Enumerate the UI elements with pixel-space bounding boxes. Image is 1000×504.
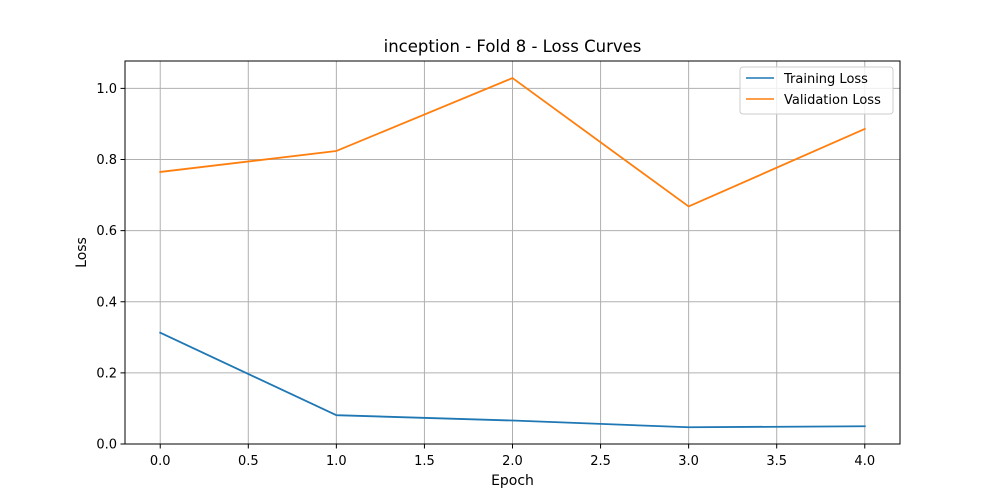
validation-loss-line xyxy=(159,77,866,208)
x-tick-label: 3.5 xyxy=(766,454,787,469)
series-lines xyxy=(159,77,866,429)
chart-title: inception - Fold 8 - Loss Curves xyxy=(384,37,642,56)
y-tick-label: 0.8 xyxy=(96,153,117,168)
x-axis-label: Epoch xyxy=(491,473,534,489)
x-axis-ticks: 0.0 0.5 1.0 1.5 2.0 2.5 3.0 3.5 4.0 xyxy=(150,444,875,469)
x-tick-label: 2.0 xyxy=(502,454,523,469)
legend: Training Loss Validation Loss xyxy=(739,66,894,115)
x-tick-label: 4.0 xyxy=(854,454,875,469)
y-axis-ticks: 0.0 0.2 0.4 0.6 0.8 1.0 xyxy=(96,82,125,453)
y-tick-label: 1.0 xyxy=(96,82,117,97)
y-tick-label: 0.2 xyxy=(96,366,117,381)
legend-label-training-loss: Training Loss xyxy=(783,72,868,87)
y-tick-label: 0.6 xyxy=(96,224,117,239)
y-tick-label: 0.4 xyxy=(96,295,117,310)
x-tick-label: 3.0 xyxy=(678,454,699,469)
x-tick-label: 2.5 xyxy=(590,454,611,469)
legend-label-validation-loss: Validation Loss xyxy=(784,93,881,108)
training-loss-line xyxy=(159,331,866,429)
x-tick-label: 0.5 xyxy=(238,454,259,469)
y-axis-label: Loss xyxy=(74,237,90,268)
y-tick-label: 0.0 xyxy=(96,438,117,453)
x-tick-label: 1.0 xyxy=(326,454,347,469)
legend-box xyxy=(739,66,894,115)
x-tick-label: 0.0 xyxy=(150,454,171,469)
x-tick-label: 1.5 xyxy=(414,454,435,469)
